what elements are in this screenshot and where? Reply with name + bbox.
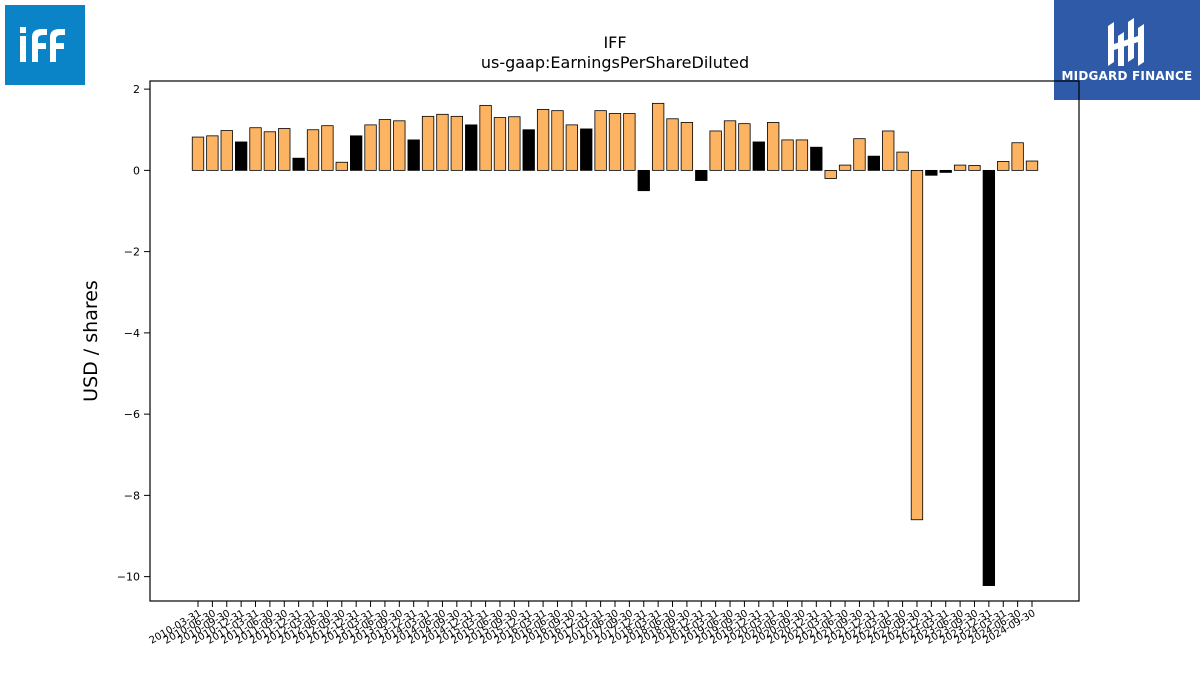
bar: [335, 161, 348, 171]
bar: [925, 169, 938, 176]
bar: [206, 135, 219, 171]
bar: [565, 124, 579, 171]
midgard-logo-text: MIDGARD FINANCE: [1061, 69, 1193, 83]
bar: [450, 115, 463, 171]
bar: [939, 169, 952, 173]
bar: [608, 113, 622, 171]
bar: [781, 139, 794, 171]
bar: [278, 128, 291, 171]
bar: [1011, 142, 1024, 171]
bar: [637, 169, 650, 192]
bars-layer: [191, 102, 1039, 586]
bar: [824, 169, 837, 179]
bar: [997, 161, 1010, 171]
y-tick-label: −2: [124, 246, 140, 259]
bar: [493, 117, 507, 171]
bar: [580, 128, 593, 171]
y-tick-label: −4: [124, 327, 140, 340]
bar: [234, 141, 248, 171]
bar: [393, 120, 406, 171]
bar: [882, 130, 895, 171]
bar: [364, 124, 377, 171]
bar: [249, 127, 262, 171]
bar: [867, 155, 880, 171]
bar: [896, 151, 909, 171]
bar: [666, 118, 679, 171]
bar: [968, 165, 981, 171]
bar: [321, 125, 334, 171]
y-axis-label: USD / shares: [80, 280, 102, 402]
bar: [263, 131, 277, 171]
iff-logo-icon: [20, 27, 65, 62]
midgard-logo-icon: [1108, 18, 1144, 66]
bar: [522, 129, 535, 171]
bar: [767, 122, 780, 171]
bar: [536, 109, 550, 171]
chart-subtitle: us-gaap:EarningsPerShareDiluted: [481, 53, 749, 72]
bar: [479, 104, 492, 171]
bar: [220, 130, 233, 171]
plot-frame: [149, 80, 1080, 602]
bar: [551, 110, 564, 171]
bar: [910, 169, 924, 521]
bar: [378, 119, 392, 171]
bar: [795, 139, 809, 171]
chart-title: IFF: [603, 33, 626, 52]
bar: [838, 164, 852, 171]
bar: [436, 113, 449, 171]
bar: [350, 135, 363, 171]
y-tick-label: −8: [124, 489, 140, 502]
y-tick-label: −10: [117, 571, 140, 584]
bar: [508, 116, 521, 171]
y-tick-label: 0: [133, 164, 140, 177]
bar: [695, 169, 708, 181]
bar: [1025, 160, 1039, 171]
bar: [594, 110, 607, 171]
y-tick-label: 2: [133, 83, 140, 96]
bar: [680, 122, 694, 171]
bar: [407, 139, 420, 171]
bar: [723, 120, 737, 171]
iff-logo: [5, 5, 85, 85]
bar: [465, 124, 478, 171]
bar: [421, 115, 435, 171]
bar: [709, 130, 722, 171]
bar: [953, 164, 967, 171]
bar: [191, 136, 205, 171]
bar: [306, 129, 320, 171]
x-axis: 2010-03-312010-06-302010-09-302010-12-31…: [148, 601, 1038, 647]
bar: [738, 123, 751, 171]
bar: [651, 102, 665, 171]
y-tick-label: −6: [124, 408, 140, 421]
bar: [752, 141, 765, 171]
y-axis: 2 0 −2 −4 −6 −8 −10: [117, 83, 150, 584]
bar: [623, 113, 636, 171]
bar: [853, 138, 866, 171]
midgard-finance-logo: MIDGARD FINANCE: [1054, 0, 1200, 100]
bar: [982, 169, 996, 586]
bar: [292, 157, 305, 171]
bar: [810, 146, 823, 171]
